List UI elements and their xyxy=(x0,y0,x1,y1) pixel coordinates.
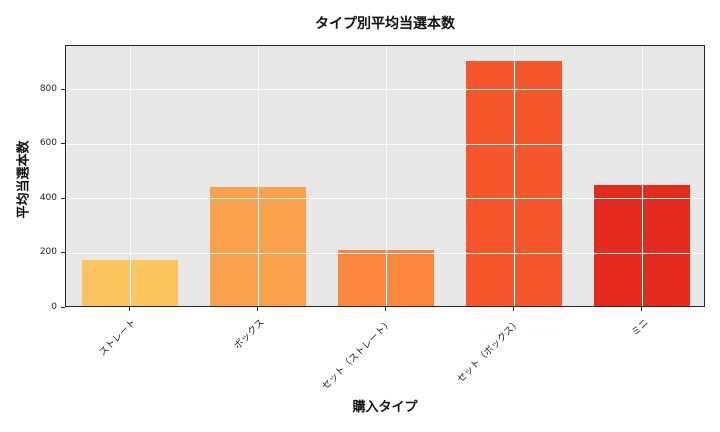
y-tick-label: 600 xyxy=(39,138,57,149)
x-tick-label: ストレート xyxy=(97,317,139,359)
x-axis-label: 購入タイプ xyxy=(352,400,418,415)
x-tick-mark xyxy=(257,307,258,311)
y-tick-label: 200 xyxy=(39,247,57,258)
y-tick-label: 400 xyxy=(39,192,57,203)
x-tick-label: ボックス xyxy=(232,317,267,352)
chart-title: タイプ別平均当選本数 xyxy=(315,16,455,32)
y-tick-mark xyxy=(61,143,65,145)
gridline-vertical xyxy=(385,46,387,306)
x-tick-label: セット（ボックス） xyxy=(454,317,523,386)
gridline-vertical xyxy=(129,46,131,306)
gridline-vertical xyxy=(257,46,259,306)
y-tick-label: 800 xyxy=(39,83,57,94)
gridline-horizontal xyxy=(66,89,704,91)
x-tick-label: ミニ xyxy=(629,317,651,339)
gridline-horizontal xyxy=(66,198,704,200)
x-tick-mark xyxy=(385,307,386,311)
y-tick-mark xyxy=(61,307,65,308)
plot-area xyxy=(65,45,705,307)
gridline-horizontal xyxy=(66,143,704,145)
gridline-vertical xyxy=(513,46,515,306)
y-tick-mark xyxy=(61,252,65,254)
y-tick-mark xyxy=(61,88,65,90)
gridline-vertical xyxy=(641,46,643,306)
x-tick-label: セット（ストレート） xyxy=(319,317,395,393)
x-tick-mark xyxy=(513,307,514,311)
x-tick-mark xyxy=(641,307,642,311)
y-tick-mark xyxy=(61,197,65,199)
x-tick-mark xyxy=(129,307,130,311)
y-tick-label: 0 xyxy=(51,302,57,312)
gridline-horizontal xyxy=(66,252,704,254)
